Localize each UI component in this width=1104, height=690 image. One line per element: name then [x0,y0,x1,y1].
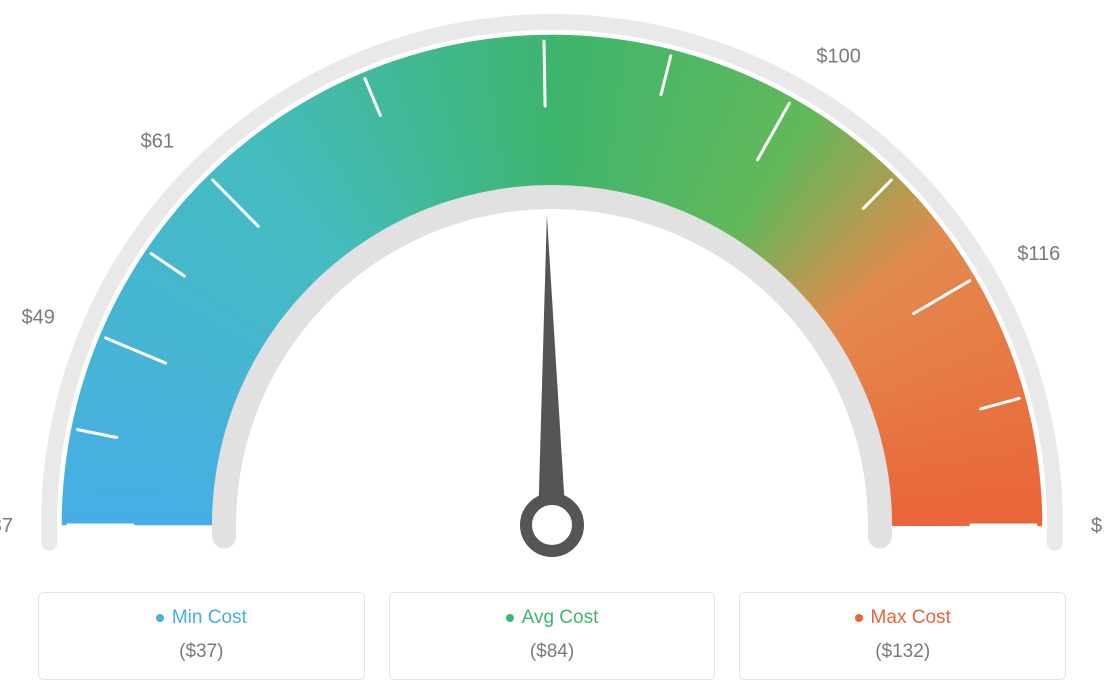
legend-value-min: ($37) [39,641,364,663]
legend-dot-avg [506,614,514,622]
legend-dot-min [156,614,164,622]
legend-card-avg: Avg Cost ($84) [389,592,716,680]
legend-title-avg: Avg Cost [522,607,599,629]
legend-dot-max [855,614,863,622]
legend-title-min: Min Cost [172,607,247,629]
gauge-needle [538,215,566,525]
svg-text:$116: $116 [1017,243,1060,265]
legend-title-max: Max Cost [871,607,951,629]
cost-gauge: $37$49$61$84$100$116$132 [0,0,1104,560]
svg-text:$132: $132 [1091,515,1104,537]
svg-text:$37: $37 [0,515,13,537]
svg-text:$49: $49 [22,307,55,329]
svg-text:$100: $100 [816,45,861,67]
legend-value-avg: ($84) [390,641,715,663]
svg-text:$61: $61 [141,131,174,153]
gauge-needle-hub [526,499,578,551]
legend-card-max: Max Cost ($132) [739,592,1066,680]
legend-value-max: ($132) [740,641,1065,663]
legend-row: Min Cost ($37) Avg Cost ($84) Max Cost (… [38,592,1066,680]
legend-card-min: Min Cost ($37) [38,592,365,680]
